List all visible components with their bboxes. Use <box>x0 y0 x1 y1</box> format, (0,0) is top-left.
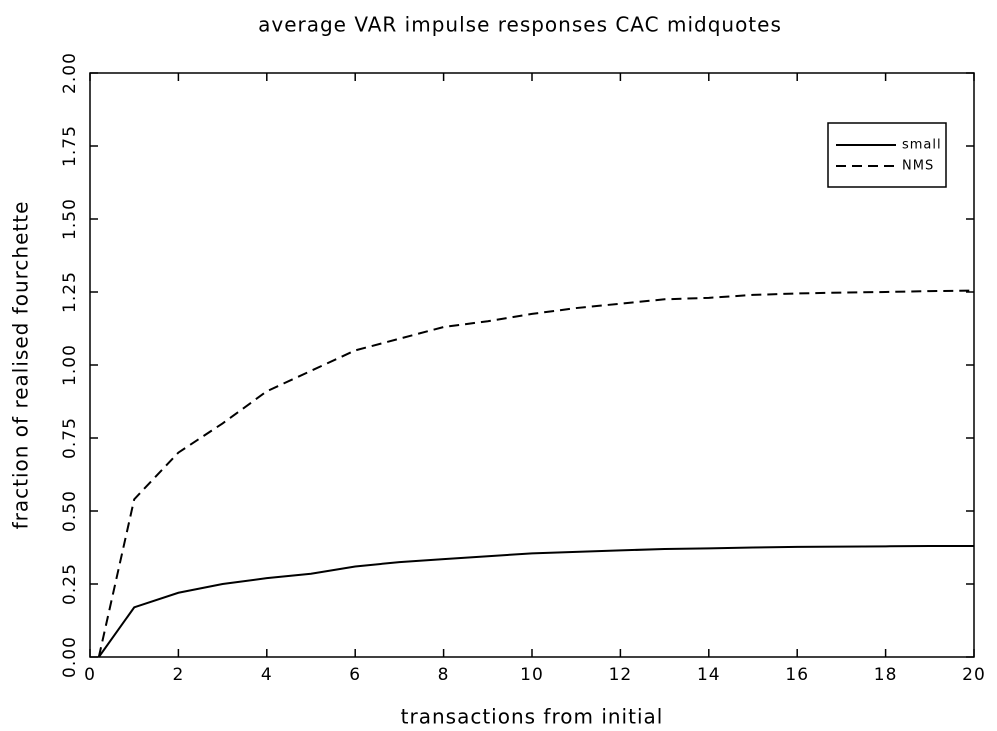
x-tick-label: 0 <box>84 665 96 685</box>
series-line <box>97 289 975 658</box>
y-tick-label: 0.75 <box>60 417 80 459</box>
x-tick-label: 10 <box>520 665 544 685</box>
x-tick-label: 12 <box>609 665 633 685</box>
y-axis-label: fraction of realised fourchette <box>9 201 33 530</box>
series-line <box>98 545 974 658</box>
y-tick-label: 1.50 <box>60 198 80 240</box>
y-tick-label: 1.00 <box>60 344 80 386</box>
x-tick-label: 16 <box>785 665 809 685</box>
x-axis-label: transactions from initial <box>401 705 664 729</box>
legend-label: NMS <box>902 159 934 174</box>
y-tick-label: 0.50 <box>60 490 80 532</box>
x-tick-label: 18 <box>874 665 898 685</box>
y-tick-label: 1.75 <box>60 125 80 167</box>
y-tick-label: 2.00 <box>60 52 80 94</box>
legend-label: small <box>902 138 942 153</box>
y-tick-label: 0.00 <box>60 636 80 678</box>
x-tick-label: 14 <box>697 665 721 685</box>
y-tick-label: 1.25 <box>60 271 80 313</box>
x-tick-label: 2 <box>172 665 184 685</box>
chart-title: average VAR impulse responses CAC midquo… <box>258 13 782 37</box>
x-tick-label: 6 <box>349 665 361 685</box>
y-tick-label: 0.25 <box>60 563 80 605</box>
x-tick-label: 20 <box>962 665 986 685</box>
x-tick-label: 4 <box>261 665 273 685</box>
legend-box <box>827 122 947 188</box>
x-tick-label: 8 <box>438 665 450 685</box>
